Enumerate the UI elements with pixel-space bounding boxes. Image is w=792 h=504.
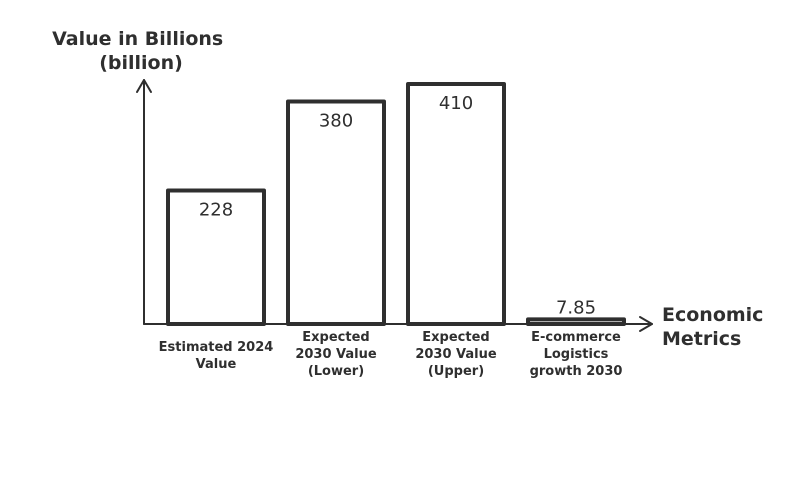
category-label-3-line-0: E-commerce <box>531 330 621 345</box>
category-label-1-line-0: Expected <box>302 330 369 345</box>
category-labels-group: Estimated 2024 Value Expected 2030 Value (Lo… <box>159 330 623 379</box>
value-labels-group: 228 380 410 7.85 <box>199 93 596 318</box>
category-label-2: Expected 2030 Value (Upper) <box>415 330 497 379</box>
y-axis-title-line-2: (billion) <box>99 52 183 74</box>
bar-2 <box>406 82 506 326</box>
y-axis-title-line-1: Value in Billions <box>52 28 223 50</box>
value-label-2: 410 <box>439 93 473 114</box>
bar-1 <box>286 99 386 326</box>
category-label-0-line-1: Value <box>196 357 237 372</box>
category-label-1-line-1: 2030 Value <box>295 347 377 362</box>
x-axis-title-line-1: Economic <box>662 304 763 326</box>
category-label-3-line-1: Logistics <box>544 347 609 362</box>
category-label-2-line-0: Expected <box>422 330 489 345</box>
y-axis-title: Value in Billions (billion) <box>52 28 230 74</box>
value-label-1: 380 <box>319 111 353 132</box>
y-axis-arrowhead <box>136 79 152 93</box>
bar-0 <box>166 188 266 326</box>
bars-group <box>166 82 626 326</box>
value-label-0: 228 <box>199 200 233 221</box>
value-label-3: 7.85 <box>556 297 596 318</box>
category-label-1: Expected 2030 Value (Lower) <box>295 330 377 379</box>
category-label-2-line-2: (Upper) <box>428 364 484 379</box>
category-label-3-line-2: growth 2030 <box>530 364 623 379</box>
category-label-0: Estimated 2024 Value <box>159 340 274 372</box>
x-axis-arrowhead <box>639 316 653 332</box>
category-label-0-line-0: Estimated 2024 <box>159 340 274 355</box>
x-axis-title-line-2: Metrics <box>662 328 741 350</box>
bar-3 <box>526 317 626 326</box>
category-label-2-line-1: 2030 Value <box>415 347 497 362</box>
x-axis-title: Economic Metrics <box>662 304 770 350</box>
category-label-3: E-commerce Logistics growth 2030 <box>530 330 623 379</box>
category-label-1-line-2: (Lower) <box>308 364 364 379</box>
